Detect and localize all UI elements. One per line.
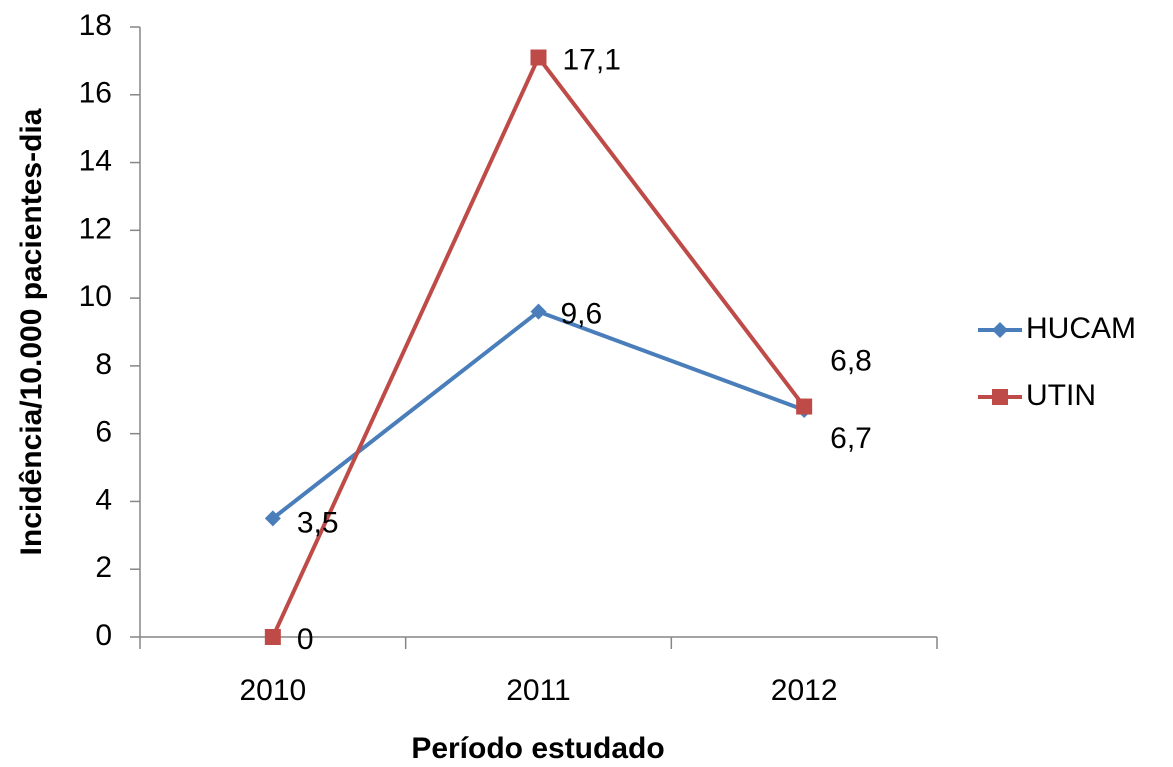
y-tick-label: 4 xyxy=(95,483,112,516)
legend-marker xyxy=(992,322,1008,338)
data-point xyxy=(530,303,547,320)
legend-marker xyxy=(992,389,1008,405)
y-tick-label: 12 xyxy=(79,212,112,245)
x-tick-label: 2010 xyxy=(239,674,306,707)
data-label: 0 xyxy=(297,623,314,656)
data-label: 6,7 xyxy=(830,422,872,455)
y-tick-label: 16 xyxy=(79,77,112,110)
y-tick-label: 6 xyxy=(95,416,112,449)
y-tick-label: 8 xyxy=(95,348,112,381)
y-tick-label: 18 xyxy=(79,9,112,42)
data-point xyxy=(264,510,281,527)
series-line xyxy=(271,53,806,638)
x-axis-title: Período estudado xyxy=(411,732,664,765)
legend-label: HUCAM xyxy=(1026,312,1136,345)
y-tick-label: 10 xyxy=(79,280,112,313)
data-label: 9,6 xyxy=(561,298,603,331)
series-line xyxy=(271,309,805,520)
y-tick-label: 2 xyxy=(95,551,112,584)
y-axis-title: Incidência/10.000 pacientes-dia xyxy=(15,108,48,555)
y-tick-label: 0 xyxy=(95,619,112,652)
y-tick-label: 14 xyxy=(79,144,112,177)
x-tick-label: 2011 xyxy=(506,674,571,707)
data-label: 17,1 xyxy=(563,43,621,76)
data-point xyxy=(796,398,813,415)
x-tick-label: 2012 xyxy=(771,674,838,707)
legend-label: UTIN xyxy=(1026,379,1096,412)
data-label: 3,5 xyxy=(297,506,339,539)
data-label: 6,8 xyxy=(830,344,872,377)
data-point xyxy=(530,49,547,66)
data-point xyxy=(264,629,281,645)
